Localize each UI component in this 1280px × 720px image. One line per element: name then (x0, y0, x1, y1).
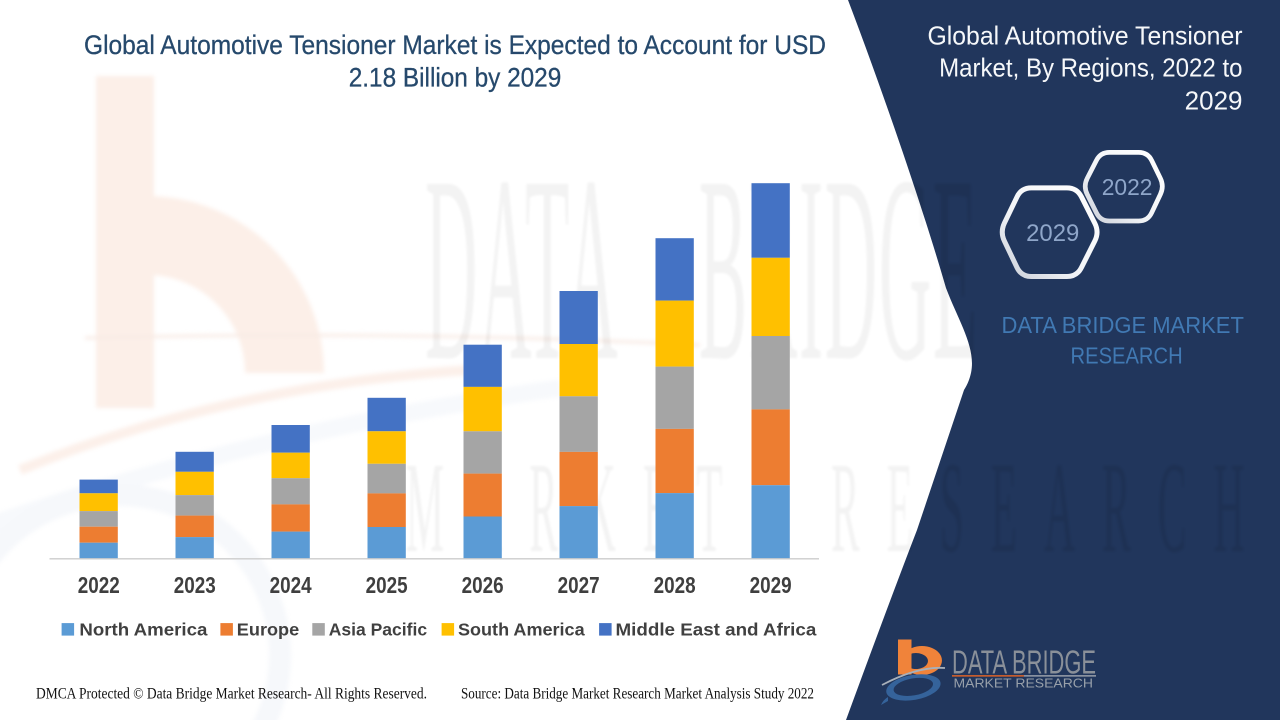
svg-text:Source: Data Bridge Market Res: Source: Data Bridge Market Research Mark… (461, 686, 814, 703)
svg-text:2024: 2024 (270, 572, 312, 598)
svg-text:2026: 2026 (462, 572, 504, 598)
svg-text:Global Automotive Tensioner: Global Automotive Tensioner (928, 21, 1243, 51)
svg-text:Market, By Regions, 2022 to: Market, By Regions, 2022 to (939, 53, 1242, 83)
svg-text:RESEARCH: RESEARCH (1071, 342, 1183, 368)
svg-text:2.18 Billion by 2029: 2.18 Billion by 2029 (349, 62, 562, 92)
svg-text:DATA BRIDGE: DATA BRIDGE (425, 122, 979, 417)
svg-text:2022: 2022 (1102, 174, 1153, 200)
svg-text:2028: 2028 (654, 572, 696, 598)
svg-text:DMCA Protected © Data Bridge M: DMCA Protected © Data Bridge Market Rese… (36, 686, 427, 703)
svg-text:Asia Pacific: Asia Pacific (329, 620, 427, 640)
svg-text:2029: 2029 (750, 572, 792, 598)
svg-text:2029: 2029 (1026, 220, 1079, 247)
svg-text:MARKET RESEARCH: MARKET RESEARCH (954, 676, 1094, 691)
svg-text:North America: North America (79, 620, 207, 640)
svg-text:2025: 2025 (366, 572, 408, 598)
svg-text:DATA BRIDGE: DATA BRIDGE (952, 644, 1096, 681)
svg-text:DATA BRIDGE MARKET: DATA BRIDGE MARKET (1002, 312, 1244, 338)
svg-text:Global Automotive Tensioner Ma: Global Automotive Tensioner Market is Ex… (84, 30, 826, 60)
svg-text:Europe: Europe (237, 620, 300, 640)
svg-text:2029: 2029 (1185, 86, 1243, 116)
svg-text:2022: 2022 (78, 572, 120, 598)
svg-text:2027: 2027 (558, 572, 600, 598)
svg-text:2023: 2023 (174, 572, 216, 598)
svg-text:South America: South America (458, 620, 585, 640)
svg-text:Middle East and Africa: Middle East and Africa (616, 620, 817, 640)
